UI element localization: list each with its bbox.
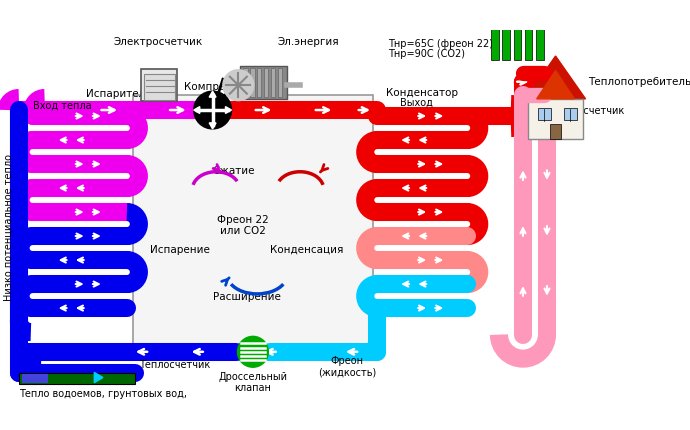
Text: Теплопотребитель: Теплопотребитель xyxy=(588,77,690,87)
Bar xyxy=(538,108,551,120)
Bar xyxy=(564,108,577,120)
Text: Фреон
(жидкость): Фреон (жидкость) xyxy=(318,356,376,378)
Bar xyxy=(551,124,561,139)
Bar xyxy=(19,373,135,384)
Bar xyxy=(491,18,499,60)
Bar xyxy=(528,99,583,139)
Text: Испаритель: Испаритель xyxy=(86,89,151,98)
Text: Эл.энергия: Эл.энергия xyxy=(278,37,339,47)
Text: Компрессор: Компрессор xyxy=(184,82,250,92)
Bar xyxy=(257,68,262,97)
Polygon shape xyxy=(194,107,200,114)
Bar xyxy=(502,18,510,60)
Bar xyxy=(144,74,175,100)
Polygon shape xyxy=(95,372,103,383)
Text: Выход: Выход xyxy=(400,97,433,107)
Text: Теплосчетчик: Теплосчетчик xyxy=(553,106,624,116)
Bar xyxy=(536,18,544,60)
Text: Тепло водоемов, грунтовых вод,: Тепло водоемов, грунтовых вод, xyxy=(19,389,187,399)
Bar xyxy=(524,18,533,60)
Bar xyxy=(271,68,275,97)
Text: Фреон 22
или СО2: Фреон 22 или СО2 xyxy=(217,215,268,236)
Bar xyxy=(278,68,282,97)
Text: Дроссельный
клапан: Дроссельный клапан xyxy=(219,372,288,393)
Polygon shape xyxy=(209,91,216,97)
Bar xyxy=(22,374,48,383)
Text: Электросчетчик: Электросчетчик xyxy=(114,37,204,47)
Bar xyxy=(513,18,521,60)
Bar xyxy=(250,68,255,97)
Bar xyxy=(133,95,373,360)
Circle shape xyxy=(223,70,254,101)
Text: Конденсация: Конденсация xyxy=(270,245,344,255)
Text: Тнр=90С (СО2): Тнр=90С (СО2) xyxy=(388,49,465,59)
Text: Расширение: Расширение xyxy=(213,292,281,302)
Polygon shape xyxy=(209,123,216,129)
Bar xyxy=(244,68,248,97)
Text: Низко потенциальное тепло: Низко потенциальное тепло xyxy=(3,154,14,301)
Polygon shape xyxy=(537,71,574,99)
Polygon shape xyxy=(226,107,231,114)
Polygon shape xyxy=(526,56,586,99)
Bar xyxy=(264,68,268,97)
Text: Вход тепла: Вход тепла xyxy=(32,101,91,111)
Text: Теплосчетчик: Теплосчетчик xyxy=(139,359,210,370)
Bar xyxy=(240,66,287,99)
Text: Тнр=65С (фреон 22): Тнр=65С (фреон 22) xyxy=(388,39,493,49)
Bar xyxy=(141,69,177,101)
Text: Испарение: Испарение xyxy=(150,245,210,255)
Circle shape xyxy=(194,91,231,129)
Circle shape xyxy=(237,336,268,367)
Text: Конденсатор: Конденсатор xyxy=(386,88,457,98)
Text: Сжатие: Сжатие xyxy=(213,166,255,176)
